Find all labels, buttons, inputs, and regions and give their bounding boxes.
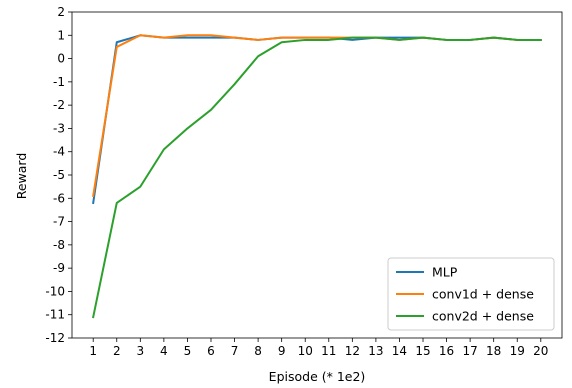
x-tick-label: 17 bbox=[462, 344, 477, 358]
x-tick-label: 2 bbox=[113, 344, 121, 358]
x-tick-label: 1 bbox=[89, 344, 97, 358]
y-tick-label: -7 bbox=[53, 215, 65, 229]
x-tick-label: 18 bbox=[486, 344, 501, 358]
series-layer bbox=[92, 34, 542, 319]
y-tick-label: -11 bbox=[45, 308, 65, 322]
x-tick-label: 11 bbox=[321, 344, 336, 358]
x-tick-label: 20 bbox=[533, 344, 548, 358]
x-axis-label: Episode (* 1e2) bbox=[269, 369, 366, 384]
y-tick-label: -3 bbox=[53, 121, 65, 135]
y-tick-label: -12 bbox=[45, 331, 65, 345]
x-tick-label: 19 bbox=[510, 344, 525, 358]
legend-label: MLP bbox=[432, 265, 458, 280]
y-tick-label: -8 bbox=[53, 238, 65, 252]
y-tick-label: -4 bbox=[53, 145, 65, 159]
y-axis-label: Reward bbox=[14, 153, 29, 200]
x-tick-label: 13 bbox=[368, 344, 383, 358]
y-tick-label: -1 bbox=[53, 75, 65, 89]
y-tick-label: -10 bbox=[45, 284, 65, 298]
y-tick-label: 1 bbox=[57, 28, 65, 42]
x-tick-label: 7 bbox=[231, 344, 239, 358]
x-tick-label: 15 bbox=[415, 344, 430, 358]
x-tick-label: 10 bbox=[298, 344, 313, 358]
x-tick-label: 6 bbox=[207, 344, 215, 358]
y-tick-label: -9 bbox=[53, 261, 65, 275]
legend-label: conv2d + dense bbox=[432, 309, 534, 324]
y-tick-label: -6 bbox=[53, 191, 65, 205]
y-tick-label: 2 bbox=[57, 5, 65, 19]
legend-box bbox=[387, 257, 555, 331]
x-tick-label: 8 bbox=[254, 344, 262, 358]
series-line-3 bbox=[92, 36, 542, 319]
x-axis: 1 2 3 4 5 6 7 8 9 10 11 12 13 14 15 16 17 18 19 20 bbox=[89, 338, 548, 358]
x-tick-label: 9 bbox=[278, 344, 286, 358]
legend-label: conv1d + dense bbox=[432, 287, 534, 302]
y-axis: 2 1 0 -1 -2 -3 -4 -5 -6 -7 -8 -9 -10 -11 -12 bbox=[45, 5, 72, 345]
x-tick-label: 16 bbox=[439, 344, 454, 358]
y-tick-label: -5 bbox=[53, 168, 65, 182]
x-tick-label: 3 bbox=[136, 344, 144, 358]
y-tick-label: -2 bbox=[53, 98, 65, 112]
x-tick-label: 5 bbox=[184, 344, 192, 358]
x-tick-label: 12 bbox=[345, 344, 360, 358]
legend: MLP conv1d + dense conv2d + dense bbox=[387, 257, 555, 331]
x-tick-label: 4 bbox=[160, 344, 168, 358]
y-tick-label: 0 bbox=[57, 52, 65, 66]
x-tick-label: 14 bbox=[392, 344, 407, 358]
